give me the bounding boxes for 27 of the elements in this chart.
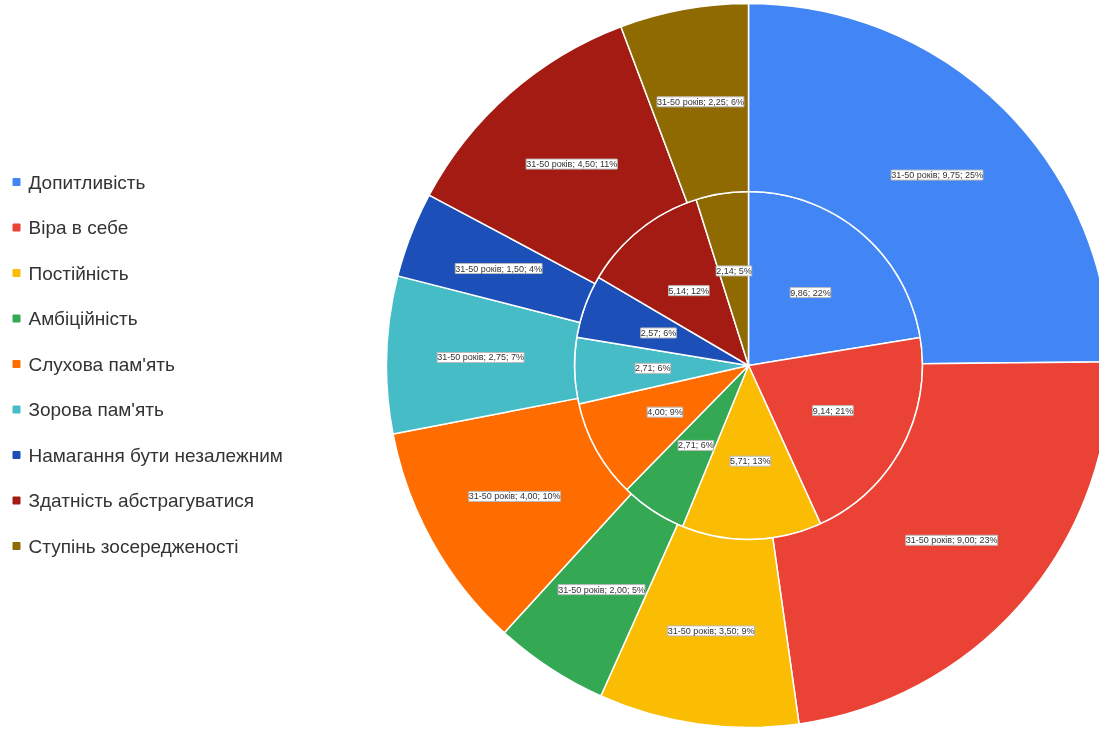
legend-label: Намагання бути незалежним bbox=[28, 444, 283, 466]
legend-label: Зорова пам'ять bbox=[28, 399, 164, 420]
data-label: 31-50 років; 4,50; 11% bbox=[526, 159, 618, 170]
legend-label: Віра в себе bbox=[28, 217, 129, 238]
legend-label: Здатність абстрагуватися bbox=[28, 490, 255, 511]
data-label: 31-50 років; 2,25; 6% bbox=[657, 96, 744, 107]
data-label: 5,71; 13% bbox=[730, 456, 771, 467]
data-label: 2,71; 6% bbox=[635, 363, 671, 374]
data-label: 9,14; 21% bbox=[812, 405, 854, 416]
legend-label: Слухова пам'ять bbox=[28, 353, 175, 375]
data-label: 5,14; 12% bbox=[668, 285, 710, 296]
legend-label: Амбіційність bbox=[28, 308, 138, 329]
data-label: 31-50 років; 9,75; 25% bbox=[891, 170, 983, 181]
legend-label: Ступінь зосередженості bbox=[28, 535, 239, 557]
data-label: 2,57; 6% bbox=[640, 327, 677, 338]
data-label: 31-50 років; 2,00; 5% bbox=[558, 584, 645, 595]
data-label: 4,00; 9% bbox=[647, 407, 683, 418]
data-label: 2,14; 5% bbox=[716, 265, 752, 276]
data-label: 31-50 років; 4,00; 10% bbox=[468, 491, 561, 502]
data-label: 31-50 років; 9,00; 23% bbox=[905, 535, 998, 546]
data-label: 31-50 років; 1,50; 4% bbox=[455, 263, 543, 274]
legend-label: Допитливість bbox=[28, 171, 146, 193]
data-label: 2,71; 6% bbox=[678, 440, 714, 451]
data-label: 31-50 років; 3,50; 9% bbox=[667, 625, 755, 636]
data-label: 31-50 років; 2,75; 7% bbox=[437, 352, 525, 363]
legend-label: Постійність bbox=[28, 262, 129, 284]
data-label: 9,86; 22% bbox=[790, 287, 831, 298]
